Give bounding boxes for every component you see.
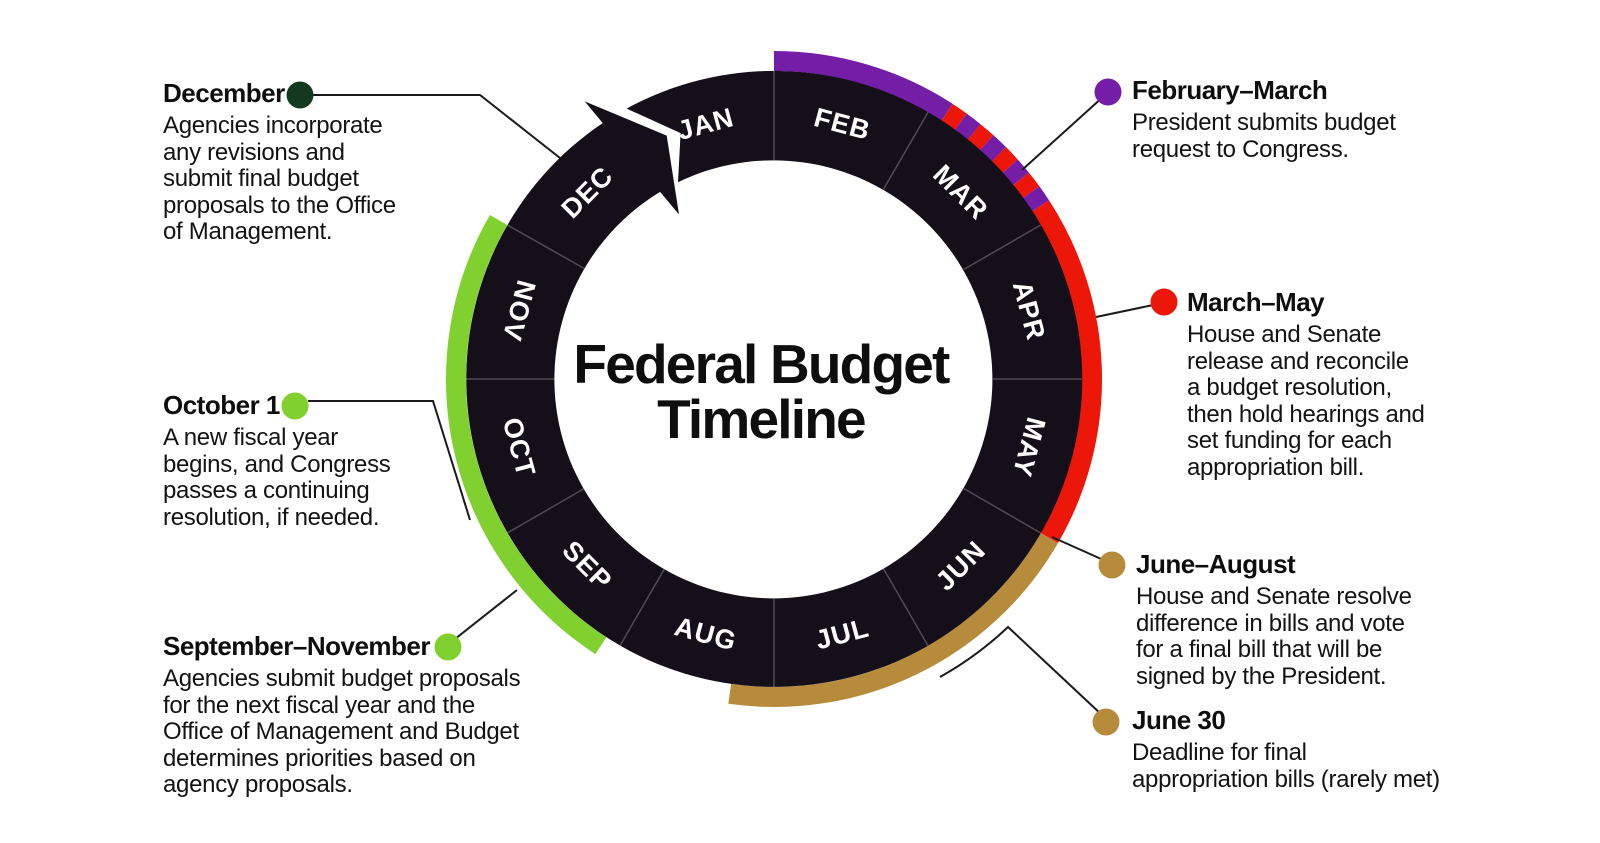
arc-february-march [773,51,953,121]
dot-october-1 [281,392,309,420]
callout-october-1-title: October 1 [163,390,280,420]
callout-june-august: June–August House and Senate resolve dif… [1136,549,1476,690]
callout-february-march-body: President submits budget request to Cong… [1132,109,1396,163]
callout-september-november-body: Agencies submit budget proposals for the… [163,665,521,798]
month-divider [882,568,929,647]
phase-arcs [446,51,1102,707]
callout-december-title: December [163,78,285,108]
callout-march-may: March–May House and Senate release and r… [1187,287,1487,481]
callout-june-august-title: June–August [1136,549,1296,579]
month-divider [619,568,666,647]
arc-september-november [446,215,607,655]
arc-overlap-stripes-purple [954,113,1050,212]
connector-february-march [1021,95,1105,171]
arc-march-may [1032,200,1102,543]
clockwise-arrow-head [584,101,679,215]
month-divider [963,487,1042,534]
dot-september-november [434,633,462,661]
callout-june-30: June 30 Deadline for final appropriation… [1132,705,1492,793]
callout-march-may-title: March–May [1187,287,1325,317]
connector-december [313,94,561,159]
connector-september-november [454,589,518,640]
diagram-title-line2: Timeline [657,388,867,450]
callout-connectors [308,94,1159,716]
dot-december [286,81,314,109]
callout-june-august-body: House and Senate resolve difference in b… [1136,583,1412,690]
callout-march-may-body: House and Senate release and reconcile a… [1187,321,1425,481]
connector-october-1 [308,400,471,521]
month-divider [882,111,929,190]
diagram-title-line1: Federal Budget [573,333,950,395]
diagram-title: Federal Budget Timeline [511,337,1011,447]
arc-overlap-stripes-red [941,103,1040,199]
dot-june-30 [1092,708,1120,736]
callout-june-30-title: June 30 [1132,705,1226,735]
connector-june-30 [939,625,1103,716]
callout-september-november-title: September–November [163,631,431,661]
connector-june-august [1051,536,1109,563]
connector-march-may [1095,303,1159,318]
month-dividers [466,71,1082,687]
callout-december-body: Agencies incorporate any revisions and s… [163,112,396,245]
dot-february-march [1094,78,1122,106]
dot-june-august [1098,551,1126,579]
callout-february-march-title: February–March [1132,75,1328,105]
callout-october-1: October 1 A new fiscal year begins, and … [163,390,463,531]
dot-march-may [1150,288,1178,316]
arc-june-august [728,532,1059,707]
callout-february-march: February–March President submits budget … [1132,75,1462,163]
callout-december: December Agencies incorporate any revisi… [163,78,463,246]
callout-september-november: September–November Agencies submit budge… [163,631,583,799]
month-divider [506,487,585,534]
month-divider [506,224,585,270]
callout-june-30-body: Deadline for final appropriation bills (… [1132,739,1440,793]
month-divider [963,224,1042,271]
callout-october-1-body: A new fiscal year begins, and Congress p… [163,424,391,531]
